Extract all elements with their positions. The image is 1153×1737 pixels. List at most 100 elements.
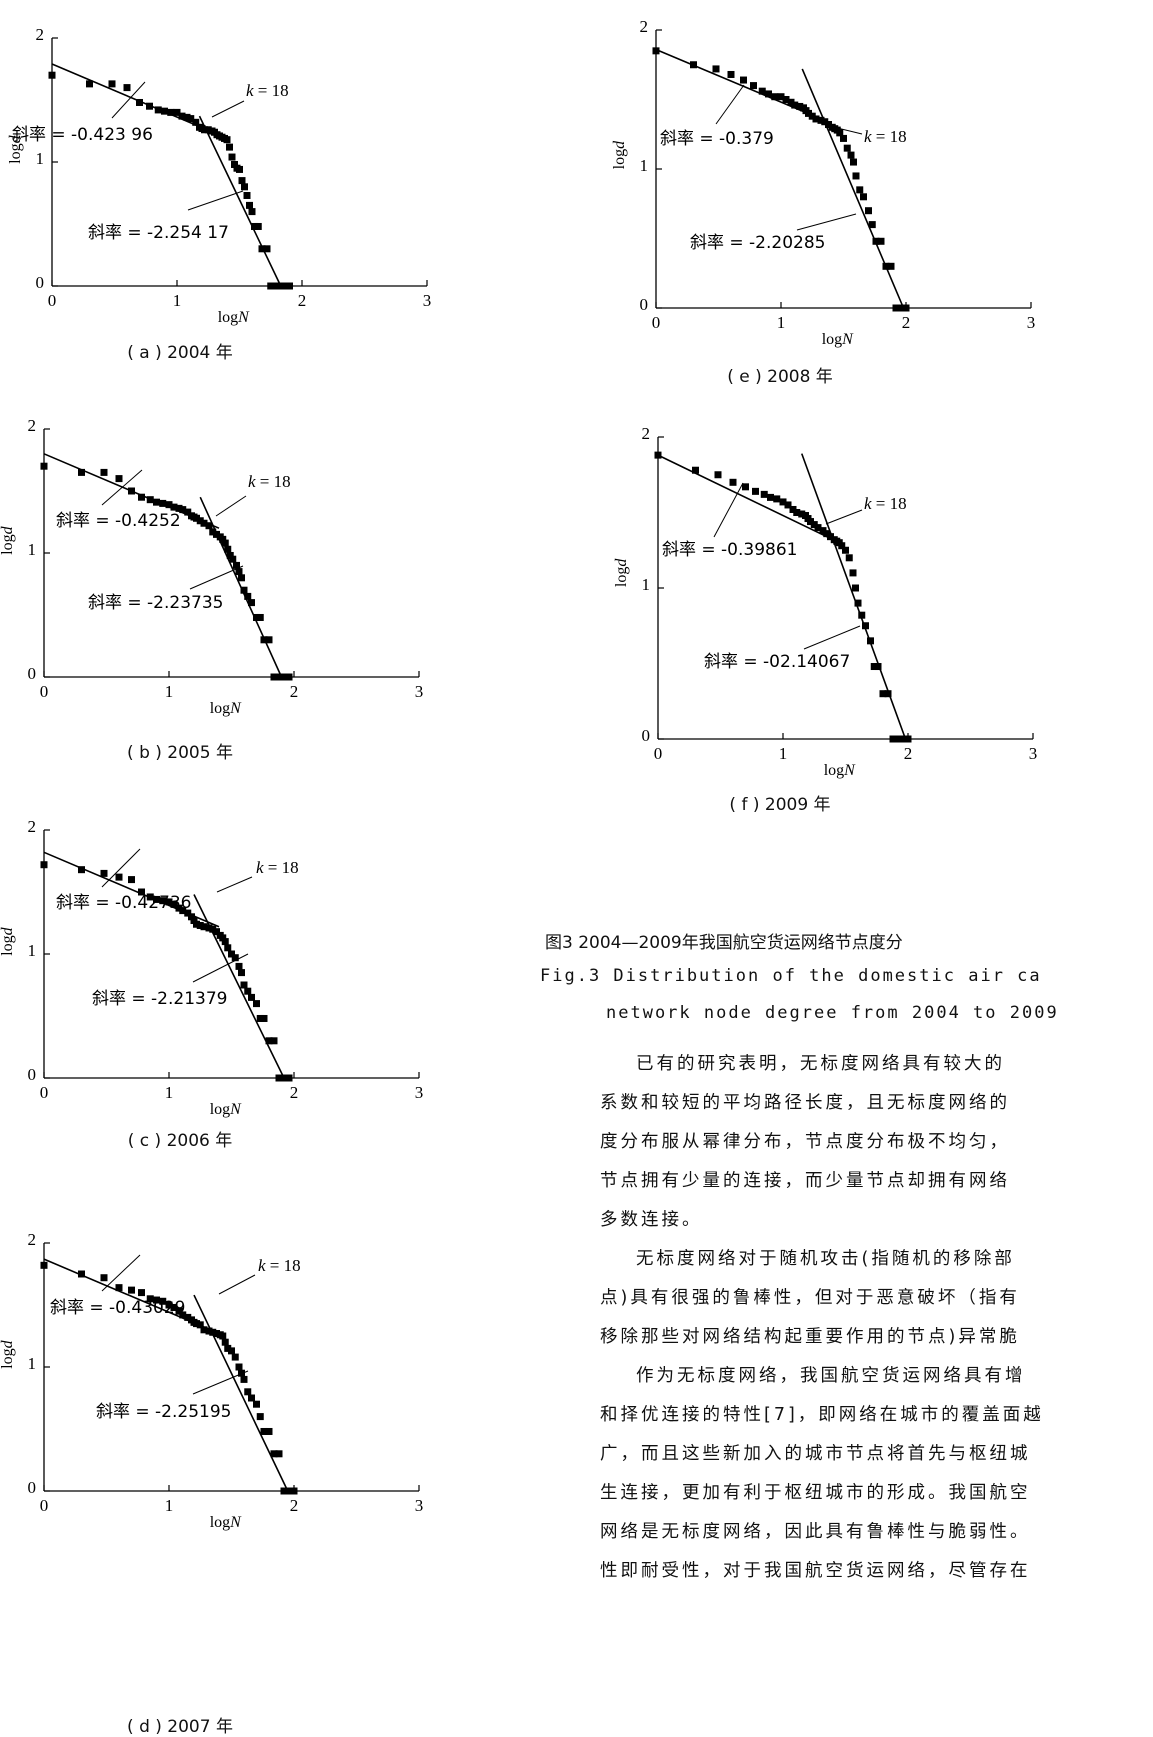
data-point	[226, 143, 233, 151]
y-tick-label: 1	[28, 1354, 37, 1373]
data-point	[175, 504, 183, 512]
data-point	[787, 98, 795, 106]
data-point	[248, 993, 255, 1001]
data-point	[251, 222, 258, 230]
data-point	[175, 904, 183, 912]
x-tick-label: 0	[48, 291, 57, 310]
data-point	[882, 262, 890, 270]
data-point	[240, 586, 248, 594]
data-point	[812, 115, 820, 123]
data-point	[184, 909, 192, 917]
data-point	[852, 584, 859, 592]
data-point	[138, 493, 145, 501]
data-point	[286, 282, 293, 290]
data-point	[200, 1326, 208, 1334]
data-point	[228, 1347, 235, 1355]
data-point	[183, 113, 191, 121]
data-point	[263, 245, 271, 253]
data-point	[78, 468, 85, 476]
data-point	[213, 530, 220, 538]
data-point	[244, 1388, 252, 1396]
data-point	[849, 569, 857, 577]
body-line: 多数连接。	[600, 1210, 703, 1230]
data-point	[100, 1274, 108, 1282]
data-point	[894, 735, 902, 743]
data-point	[146, 1295, 154, 1303]
y-tick-label: 0	[28, 1065, 37, 1084]
fit-line-2	[193, 1294, 289, 1492]
data-point	[241, 183, 248, 191]
data-point	[201, 126, 208, 134]
data-point	[209, 925, 217, 933]
body-line: 节点拥有少量的连接，而少量节点却拥有网络	[600, 1171, 1010, 1191]
data-point	[275, 1450, 283, 1458]
data-point	[179, 506, 187, 514]
body-line: 和择优连接的特性[7]，即网络在城市的覆盖面越	[600, 1405, 1044, 1425]
fit-line-1	[657, 454, 840, 544]
data-point	[796, 102, 804, 110]
caption-a: ( a ) 2004 年	[127, 343, 233, 363]
caption-d: ( d ) 2007 年	[127, 1717, 233, 1737]
y-tick-label: 0	[28, 664, 37, 683]
y-axis-label: logd	[7, 134, 24, 163]
chart-panel-c: 0 1 2 3 0 1 2 logN logd k = 18 斜率 = -0.42736 斜率 = -…	[0, 778, 450, 1118]
slope1-annotation: 斜率 = -0.43029	[50, 1298, 186, 1318]
data-point	[760, 490, 768, 498]
k-annotation: k = 18	[256, 858, 299, 877]
data-point	[779, 498, 787, 506]
data-point	[285, 1487, 293, 1495]
body-line: 生连接，更加有利于枢纽城市的形成。我国航空	[600, 1483, 1031, 1503]
data-point	[209, 528, 217, 536]
data-point	[253, 613, 260, 621]
data-point	[154, 106, 162, 114]
data-point	[274, 282, 282, 290]
data-point	[777, 93, 785, 101]
data-point	[115, 1284, 123, 1292]
data-point	[256, 1014, 264, 1022]
data-point	[897, 304, 905, 312]
data-point	[270, 1450, 278, 1458]
data-point	[190, 917, 198, 925]
figure-title-en-line1: Fig.3 Distribution of the domestic air c…	[540, 966, 1042, 986]
data-point	[248, 208, 256, 216]
data-point	[767, 493, 774, 501]
data-point	[843, 144, 851, 152]
data-point	[138, 1289, 145, 1297]
x-tick-label: 2	[902, 313, 911, 332]
data-point	[159, 499, 167, 507]
data-point	[240, 981, 248, 989]
scatter-chart-2004: 0 1 2 3 0 1 2 logN logd k = 18 斜率 = -0.423 96 斜率 = …	[7, 25, 431, 326]
data-point	[196, 517, 204, 525]
data-point	[200, 519, 208, 527]
y-tick-label: 2	[640, 17, 649, 36]
x-tick-label: 1	[777, 313, 786, 332]
data-point	[188, 913, 195, 921]
data-point	[209, 1328, 217, 1336]
caption-e: ( e ) 2008 年	[727, 367, 833, 387]
data-point	[159, 1297, 167, 1305]
data-point	[793, 509, 801, 516]
slope2-leader-line	[189, 565, 244, 590]
y-tick-label: 0	[642, 726, 651, 745]
data-point	[128, 1286, 135, 1294]
data-point	[224, 944, 232, 952]
y-tick-label: 1	[36, 149, 45, 168]
data-point	[205, 924, 213, 932]
y-axis-label: logd	[0, 1339, 16, 1368]
data-point	[874, 663, 882, 671]
data-point	[771, 93, 779, 101]
data-point	[246, 201, 253, 209]
slope1-annotation: 斜率 = -0.42736	[56, 893, 192, 913]
data-point	[692, 466, 699, 474]
data-point	[805, 109, 812, 117]
y-tick-label: 2	[28, 1230, 37, 1249]
data-point	[238, 177, 246, 185]
data-point	[280, 1487, 288, 1495]
data-point	[765, 90, 772, 98]
body-line: 点)具有很强的鲁棒性，但对于恶意破坏（指有	[600, 1288, 1020, 1308]
slope2-annotation: 斜率 = -02.14067	[704, 652, 850, 672]
data-point	[78, 866, 85, 874]
slope1-leader-line	[101, 469, 143, 506]
data-point	[742, 483, 749, 491]
y-axis-label: logd	[0, 525, 16, 554]
